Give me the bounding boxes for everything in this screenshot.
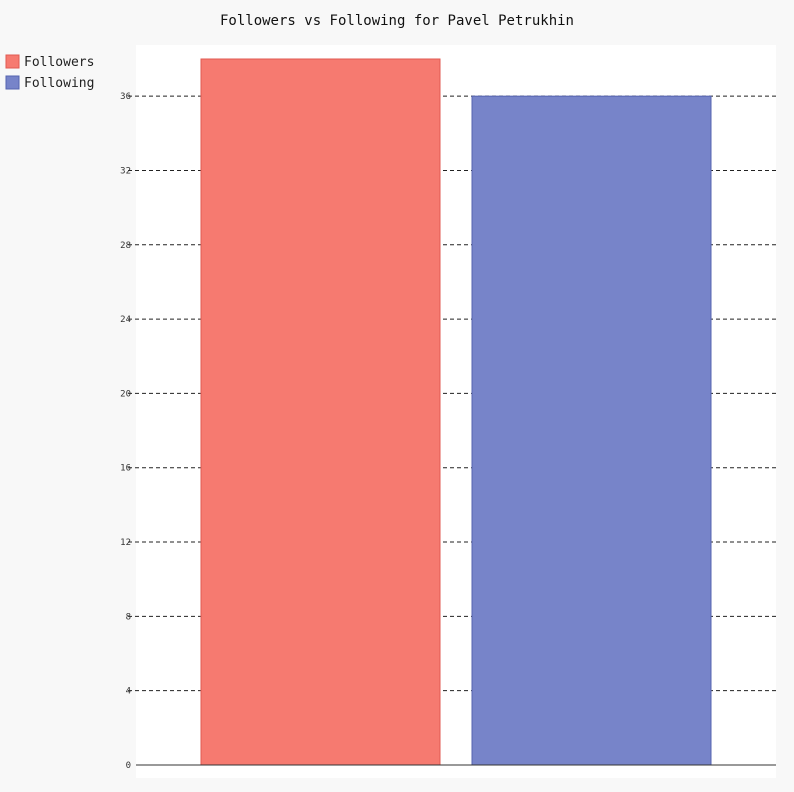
legend-item-following[interactable]: Following: [5, 75, 94, 91]
y-tick-label-0: 0: [126, 761, 131, 771]
legend-label-followers: Followers: [24, 55, 94, 70]
y-tick-label-24: 24: [120, 315, 131, 325]
legend-swatch-followers: [5, 54, 20, 69]
y-tick-label-32: 32: [120, 166, 131, 176]
y-tick-label-4: 4: [126, 687, 131, 697]
legend: Followers Following: [5, 54, 94, 91]
legend-label-following: Following: [24, 76, 94, 91]
legend-swatch-following: [5, 75, 20, 90]
y-tick-label-28: 28: [120, 241, 131, 251]
y-tick-label-16: 16: [120, 464, 131, 474]
y-axis-ticks: 0 4 8 12 16 20 24 28 32 36: [120, 92, 131, 771]
bars: [200, 58, 712, 766]
y-tick-label-36: 36: [120, 92, 131, 102]
y-tick-label-12: 12: [120, 538, 131, 548]
bar-followers[interactable]: [200, 58, 441, 766]
y-tick-label-8: 8: [126, 612, 131, 622]
bar-following[interactable]: [471, 95, 712, 766]
chart-title: Followers vs Following for Pavel Petrukh…: [220, 13, 574, 29]
legend-item-followers[interactable]: Followers: [5, 54, 94, 70]
y-tick-label-20: 20: [120, 389, 131, 399]
